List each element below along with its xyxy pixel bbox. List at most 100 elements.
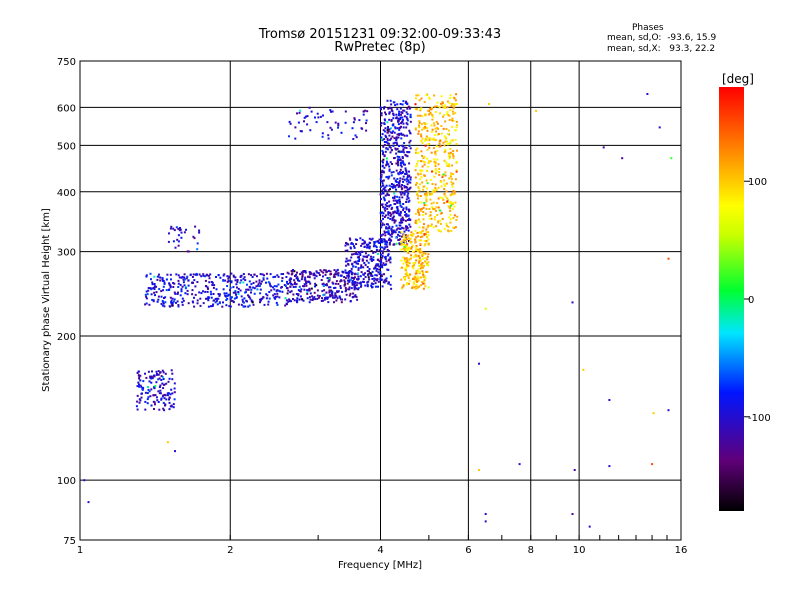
data-point <box>169 284 172 287</box>
data-point <box>425 122 428 125</box>
data-point <box>155 396 158 399</box>
data-point <box>306 291 309 294</box>
data-point <box>239 289 242 292</box>
data-point <box>420 263 423 265</box>
data-point <box>433 124 436 127</box>
data-point <box>187 250 190 253</box>
data-point <box>180 231 183 234</box>
data-point <box>140 396 143 399</box>
data-point <box>400 259 403 262</box>
data-point <box>346 279 349 282</box>
data-point <box>154 394 157 397</box>
data-point <box>418 261 420 264</box>
data-point <box>375 246 378 249</box>
data-point <box>437 221 440 224</box>
data-point <box>417 201 420 204</box>
data-point <box>416 250 419 252</box>
data-point <box>455 170 458 173</box>
data-point <box>350 242 353 244</box>
data-point <box>369 272 372 275</box>
data-point <box>419 239 422 242</box>
data-point <box>402 118 404 121</box>
data-point <box>407 192 410 195</box>
data-point <box>355 262 358 265</box>
data-point <box>435 206 438 209</box>
data-point <box>232 300 235 303</box>
data-point <box>232 274 235 277</box>
data-point <box>395 224 398 227</box>
data-point <box>392 117 395 120</box>
data-point <box>259 273 262 276</box>
data-point <box>398 118 401 121</box>
x-tick-label: 8 <box>528 545 534 556</box>
data-point <box>406 123 409 126</box>
data-point <box>425 204 428 207</box>
data-point <box>406 183 409 186</box>
data-point <box>397 150 400 153</box>
data-point <box>375 274 378 277</box>
data-point <box>177 304 180 306</box>
data-point <box>237 287 240 290</box>
data-point <box>398 110 401 113</box>
data-point <box>159 371 162 374</box>
data-point <box>352 121 355 124</box>
data-point <box>366 255 369 258</box>
data-point <box>179 228 182 231</box>
data-point <box>169 296 172 299</box>
data-point <box>259 288 262 291</box>
data-point <box>395 162 398 165</box>
data-point <box>382 188 385 191</box>
data-point <box>434 127 437 130</box>
data-point <box>416 152 419 155</box>
data-point <box>386 223 388 226</box>
data-point <box>421 281 424 284</box>
data-point <box>436 214 439 216</box>
data-point <box>452 112 455 115</box>
data-point <box>174 292 177 295</box>
data-point <box>422 251 425 254</box>
data-point <box>406 113 409 116</box>
data-point <box>426 194 429 197</box>
data-point <box>392 215 395 218</box>
data-point <box>357 277 360 280</box>
data-point <box>335 270 338 273</box>
data-point <box>407 248 410 251</box>
data-point <box>380 124 383 127</box>
data-point <box>395 152 398 155</box>
data-point <box>409 120 412 123</box>
data-point <box>371 278 374 280</box>
data-point <box>326 297 329 300</box>
data-point <box>282 273 285 275</box>
data-point <box>386 121 389 124</box>
data-point <box>390 287 393 290</box>
data-point <box>162 302 165 305</box>
data-point <box>286 280 288 283</box>
data-point <box>455 126 458 129</box>
data-point <box>418 126 421 129</box>
data-point <box>310 287 313 290</box>
data-point <box>403 233 406 236</box>
data-point <box>450 202 453 205</box>
data-point <box>408 223 411 226</box>
data-point <box>252 303 255 306</box>
data-point <box>345 289 347 292</box>
data-point <box>232 275 235 278</box>
data-point <box>375 285 377 288</box>
data-point <box>339 296 342 299</box>
data-point <box>448 165 451 168</box>
data-point <box>437 206 440 209</box>
data-point <box>412 250 415 253</box>
data-point <box>305 282 308 285</box>
data-point <box>309 272 312 275</box>
data-point <box>168 282 171 285</box>
data-point <box>179 294 182 297</box>
data-point <box>272 294 275 297</box>
data-point <box>303 288 306 291</box>
data-point <box>419 173 422 176</box>
data-point <box>354 260 357 263</box>
data-point <box>354 265 357 268</box>
data-point <box>344 287 347 289</box>
data-point <box>408 262 411 265</box>
data-point <box>441 197 444 200</box>
data-point <box>415 270 418 272</box>
